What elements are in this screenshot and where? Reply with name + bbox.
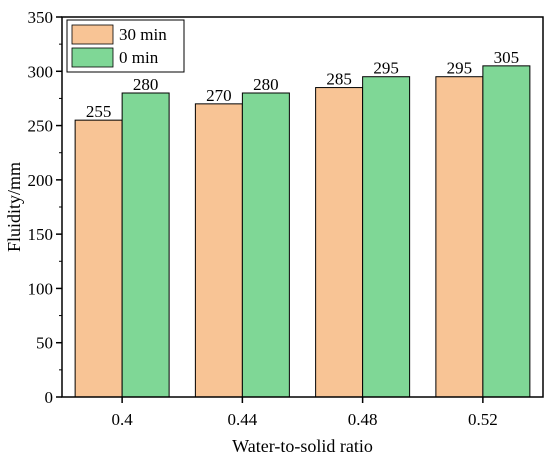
data-label: 255 <box>86 102 112 121</box>
data-label: 270 <box>206 86 232 105</box>
y-tick-label: 300 <box>28 62 54 81</box>
y-tick-label: 100 <box>28 279 54 298</box>
bar-0min-0.52 <box>482 65 531 398</box>
legend-swatch-0min <box>71 47 114 68</box>
x-tick-label: 0.52 <box>468 410 498 429</box>
x-tick-label: 0.4 <box>112 410 134 429</box>
data-label: 295 <box>373 59 399 78</box>
bar-0min-0.44 <box>241 92 290 398</box>
bar-30min-0.52 <box>435 76 484 398</box>
data-label: 280 <box>253 75 279 94</box>
y-tick-label: 0 <box>45 388 54 407</box>
data-label: 295 <box>447 59 473 78</box>
legend: 30 min 0 min <box>66 19 185 73</box>
legend-swatch-30min <box>71 24 114 45</box>
y-axis: 0 50 100 150 200 250 300 350 <box>28 8 62 407</box>
x-tick-label: 0.48 <box>348 410 378 429</box>
legend-label-0min: 0 min <box>119 48 159 67</box>
bar-0min-0.48 <box>362 76 411 398</box>
bar-30min-0.44 <box>194 103 243 398</box>
legend-label-30min: 30 min <box>119 25 167 44</box>
y-tick-label: 150 <box>28 225 54 244</box>
y-axis-title: Fluidity/mm <box>4 162 24 252</box>
bars-layer <box>74 65 531 398</box>
bar-0min-0.4 <box>121 92 170 398</box>
data-label: 285 <box>326 70 352 89</box>
y-tick-label: 350 <box>28 8 54 27</box>
bar-30min-0.4 <box>74 119 123 398</box>
x-axis-title: Water-to-solid ratio <box>232 436 373 456</box>
data-labels-layer: 255 280 270 280 285 295 295 305 <box>86 48 519 121</box>
x-axis: 0.4 0.44 0.48 0.52 <box>112 397 498 429</box>
data-label: 280 <box>133 75 159 94</box>
data-label: 305 <box>494 48 520 67</box>
y-tick-label: 200 <box>28 171 54 190</box>
x-tick-label: 0.44 <box>228 410 258 429</box>
bar-30min-0.48 <box>315 87 364 398</box>
y-tick-label: 250 <box>28 117 54 136</box>
y-tick-label: 50 <box>36 334 53 353</box>
